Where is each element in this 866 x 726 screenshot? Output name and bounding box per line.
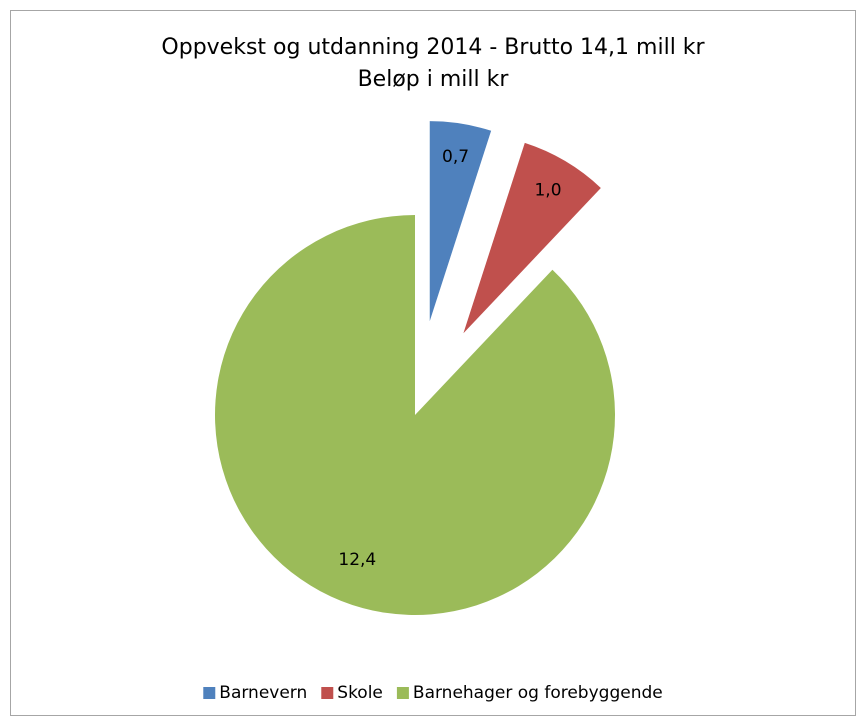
legend-swatch (321, 687, 334, 699)
data-label: 12,4 (338, 550, 376, 570)
chart-subtitle: Beløp i mill kr (358, 67, 510, 92)
legend-label: Barnevern (219, 683, 307, 703)
data-label: 0,7 (442, 147, 469, 167)
legend-swatch (396, 687, 409, 699)
pie-slice (463, 142, 601, 334)
data-label: 1,0 (534, 180, 561, 200)
pie-slice (214, 215, 615, 615)
legend-label: Barnehager og forebyggende (413, 683, 663, 703)
pie-slice (429, 121, 492, 322)
legend-swatch (203, 687, 216, 699)
chart-title: Oppvekst og utdanning 2014 - Brutto 14,1… (161, 35, 705, 60)
legend-label: Skole (337, 683, 383, 703)
